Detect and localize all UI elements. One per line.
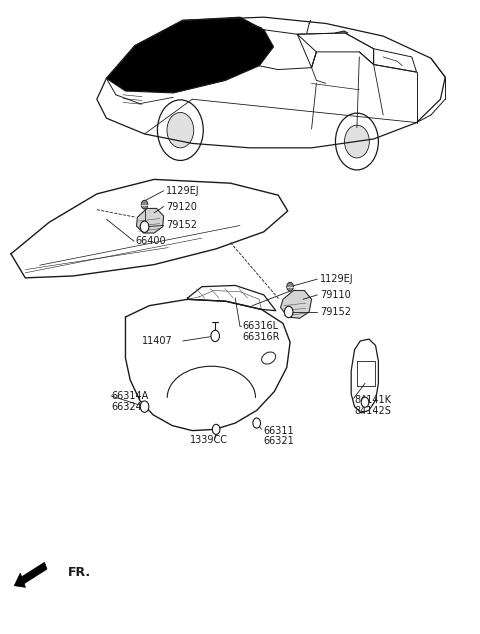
- Circle shape: [361, 397, 369, 407]
- Ellipse shape: [262, 352, 276, 364]
- Circle shape: [253, 418, 261, 428]
- Text: 79110: 79110: [320, 290, 351, 300]
- Polygon shape: [281, 290, 312, 318]
- Circle shape: [157, 100, 203, 160]
- Text: 66400: 66400: [135, 236, 166, 246]
- Text: 66316R: 66316R: [242, 332, 280, 342]
- Text: 84141K: 84141K: [355, 396, 392, 405]
- Text: 84142S: 84142S: [355, 406, 391, 416]
- Circle shape: [141, 200, 148, 209]
- Circle shape: [336, 113, 378, 170]
- Text: 79120: 79120: [166, 202, 197, 212]
- FancyArrow shape: [14, 562, 47, 587]
- Polygon shape: [107, 17, 274, 93]
- Circle shape: [140, 221, 149, 233]
- Circle shape: [287, 282, 293, 291]
- Text: 79152: 79152: [320, 307, 351, 317]
- Text: 1339CC: 1339CC: [190, 435, 228, 445]
- Text: 66321: 66321: [263, 436, 294, 446]
- Text: 66311: 66311: [263, 425, 294, 436]
- Text: FR.: FR.: [68, 566, 91, 578]
- Text: 66316L: 66316L: [242, 321, 278, 332]
- Circle shape: [167, 112, 194, 148]
- Text: 1129EJ: 1129EJ: [320, 274, 354, 284]
- Circle shape: [284, 306, 293, 318]
- Circle shape: [140, 401, 149, 412]
- Text: 66324: 66324: [111, 401, 142, 411]
- Text: 1129EJ: 1129EJ: [166, 186, 200, 196]
- Circle shape: [345, 125, 369, 158]
- Text: 11407: 11407: [143, 336, 173, 346]
- Circle shape: [211, 330, 219, 342]
- Text: 66314A: 66314A: [111, 391, 148, 401]
- Circle shape: [212, 424, 220, 434]
- Text: 79152: 79152: [166, 221, 197, 231]
- Polygon shape: [136, 209, 164, 233]
